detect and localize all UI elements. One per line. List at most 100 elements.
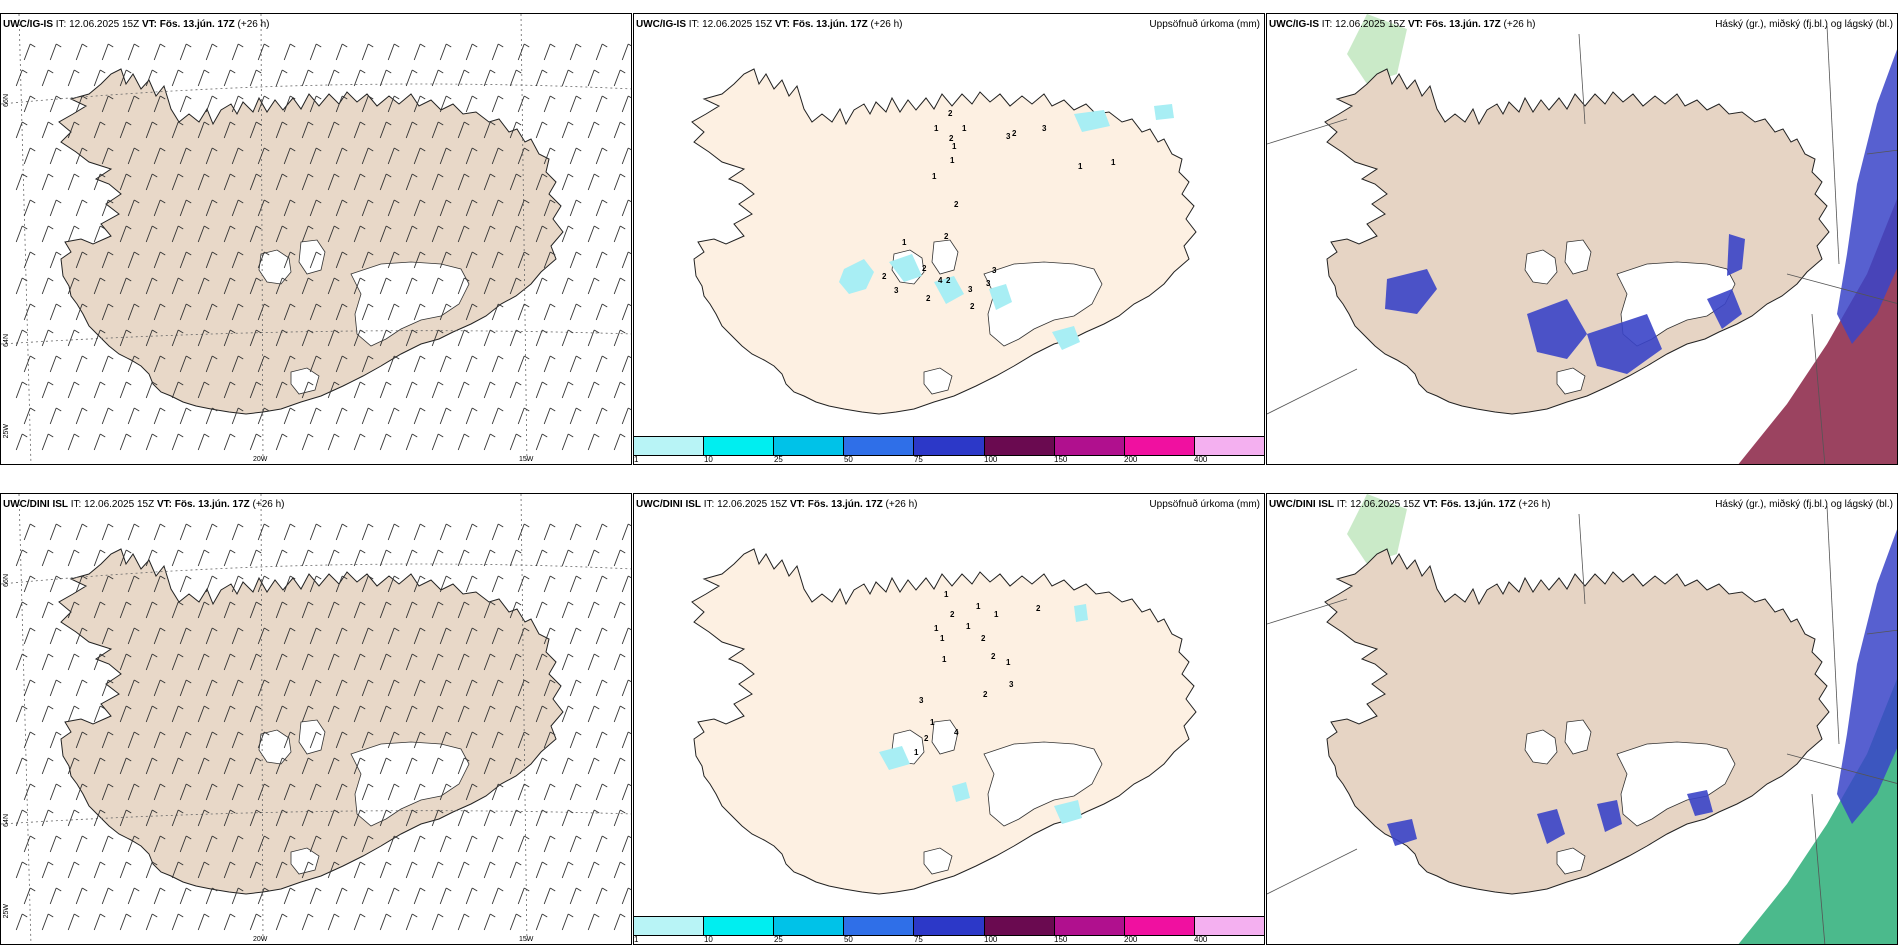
wind-barb-flag bbox=[437, 549, 444, 554]
wind-barb bbox=[405, 381, 413, 399]
wind-barb bbox=[613, 913, 621, 931]
wind-barb-flag bbox=[159, 147, 166, 152]
wind-barb bbox=[179, 199, 187, 217]
wind-barb-flag bbox=[549, 407, 556, 412]
wind-barb-flag bbox=[471, 407, 478, 412]
wind-barb bbox=[223, 549, 231, 567]
wind-barb bbox=[439, 835, 447, 853]
wind-barb-flag bbox=[203, 549, 210, 554]
precip-amount-label: 2 bbox=[926, 294, 931, 303]
wind-barb-flag bbox=[237, 407, 244, 412]
wind-barb bbox=[283, 407, 291, 425]
wind-barb bbox=[327, 601, 335, 619]
wind-barb-flag bbox=[497, 731, 504, 736]
panel-title: UWC/IG-IS IT: 12.06.2025 15Z VT: Fös. 13… bbox=[636, 19, 903, 30]
wind-barb bbox=[153, 407, 161, 425]
precip-amount-label: 2 bbox=[954, 200, 959, 209]
colorbar-segment bbox=[844, 917, 915, 935]
wind-barb bbox=[387, 783, 395, 801]
wind-barb-flag bbox=[601, 43, 608, 48]
wind-barb-flag bbox=[47, 121, 54, 126]
wind-barb-flag bbox=[419, 43, 426, 48]
wind-barb bbox=[387, 627, 395, 645]
wind-barb bbox=[387, 199, 395, 217]
wind-barbs bbox=[15, 523, 631, 931]
wind-barb bbox=[613, 861, 621, 879]
wind-barb bbox=[49, 627, 57, 645]
wind-barb-flag bbox=[445, 575, 452, 580]
wind-barb bbox=[41, 757, 49, 775]
wind-barb bbox=[23, 679, 31, 697]
wind-barb-flag bbox=[125, 549, 132, 554]
wind-barb bbox=[569, 731, 577, 749]
wind-barb bbox=[413, 407, 421, 425]
wind-barb-flag bbox=[125, 861, 132, 866]
high-cloud-area bbox=[1837, 529, 1897, 824]
wind-barb bbox=[413, 251, 421, 269]
wind-barb bbox=[431, 69, 439, 87]
precip-amount-label: 1 bbox=[952, 142, 957, 151]
wind-barb-flag bbox=[437, 277, 444, 282]
wind-barb-flag bbox=[497, 407, 504, 412]
wind-barb-flag bbox=[385, 549, 392, 554]
wind-barb-flag bbox=[185, 407, 192, 412]
wind-barb-flag bbox=[281, 381, 288, 386]
wind-barb bbox=[387, 43, 395, 61]
wind-barb bbox=[309, 783, 317, 801]
wind-barb bbox=[465, 575, 473, 593]
wind-barb bbox=[621, 835, 629, 853]
panel-field-title: Háský (gr.), miðský (fj.bl.) og lágský (… bbox=[1715, 499, 1893, 510]
wind-barb-flag bbox=[81, 43, 88, 48]
wind-barb-flag bbox=[47, 277, 54, 282]
wind-barb-flag bbox=[177, 861, 184, 866]
wind-barb-flag bbox=[255, 653, 262, 658]
wind-barb-flag bbox=[333, 173, 340, 178]
wind-barb bbox=[491, 783, 499, 801]
panel-field-title: Uppsöfnuð úrkoma (mm) bbox=[1149, 19, 1260, 30]
wind-barb bbox=[353, 705, 361, 723]
wind-barb-flag bbox=[159, 199, 166, 204]
wind-barb-flag bbox=[333, 277, 340, 282]
wind-barb bbox=[335, 303, 343, 321]
wind-barb-flag bbox=[411, 913, 418, 918]
wind-barb-flag bbox=[73, 121, 80, 126]
wind-barb bbox=[301, 277, 309, 295]
wind-barb-flag bbox=[541, 277, 548, 282]
wind-barb-flag bbox=[367, 199, 374, 204]
wind-barb bbox=[75, 835, 83, 853]
wind-barb-flag bbox=[575, 783, 582, 788]
wind-barb bbox=[413, 783, 421, 801]
wind-barb-flag bbox=[497, 303, 504, 308]
wind-barb-flag bbox=[549, 355, 556, 360]
wind-barb-flag bbox=[81, 355, 88, 360]
wind-barb bbox=[75, 627, 83, 645]
wind-barb bbox=[457, 913, 465, 931]
precip-amount-label: 3 bbox=[919, 696, 924, 705]
wind-barb-flag bbox=[81, 627, 88, 632]
wind-barb-flag bbox=[255, 861, 262, 866]
wind-barb-flag bbox=[73, 225, 80, 230]
wind-barb bbox=[119, 381, 127, 399]
wind-barb-flag bbox=[55, 199, 62, 204]
wind-barb bbox=[257, 887, 265, 905]
wind-barb bbox=[465, 355, 473, 373]
wind-barb bbox=[517, 835, 525, 853]
wind-barb bbox=[205, 679, 213, 697]
wind-barb bbox=[119, 601, 127, 619]
wind-barb-flag bbox=[73, 757, 80, 762]
wind-barb bbox=[301, 121, 309, 139]
wind-barb-flag bbox=[593, 757, 600, 762]
wind-barb bbox=[569, 147, 577, 165]
wind-barb bbox=[171, 809, 179, 827]
wind-barb bbox=[587, 913, 595, 931]
wind-barb bbox=[543, 303, 551, 321]
lon-label: 15W bbox=[519, 936, 534, 943]
wind-barb bbox=[301, 809, 309, 827]
wind-barb bbox=[309, 523, 317, 541]
wind-barb bbox=[361, 523, 369, 541]
wind-barb-flag bbox=[315, 627, 322, 632]
wind-barb bbox=[15, 173, 23, 191]
wind-barb bbox=[93, 913, 101, 931]
wind-barb-flag bbox=[315, 251, 322, 256]
wind-barb-flag bbox=[151, 329, 158, 334]
